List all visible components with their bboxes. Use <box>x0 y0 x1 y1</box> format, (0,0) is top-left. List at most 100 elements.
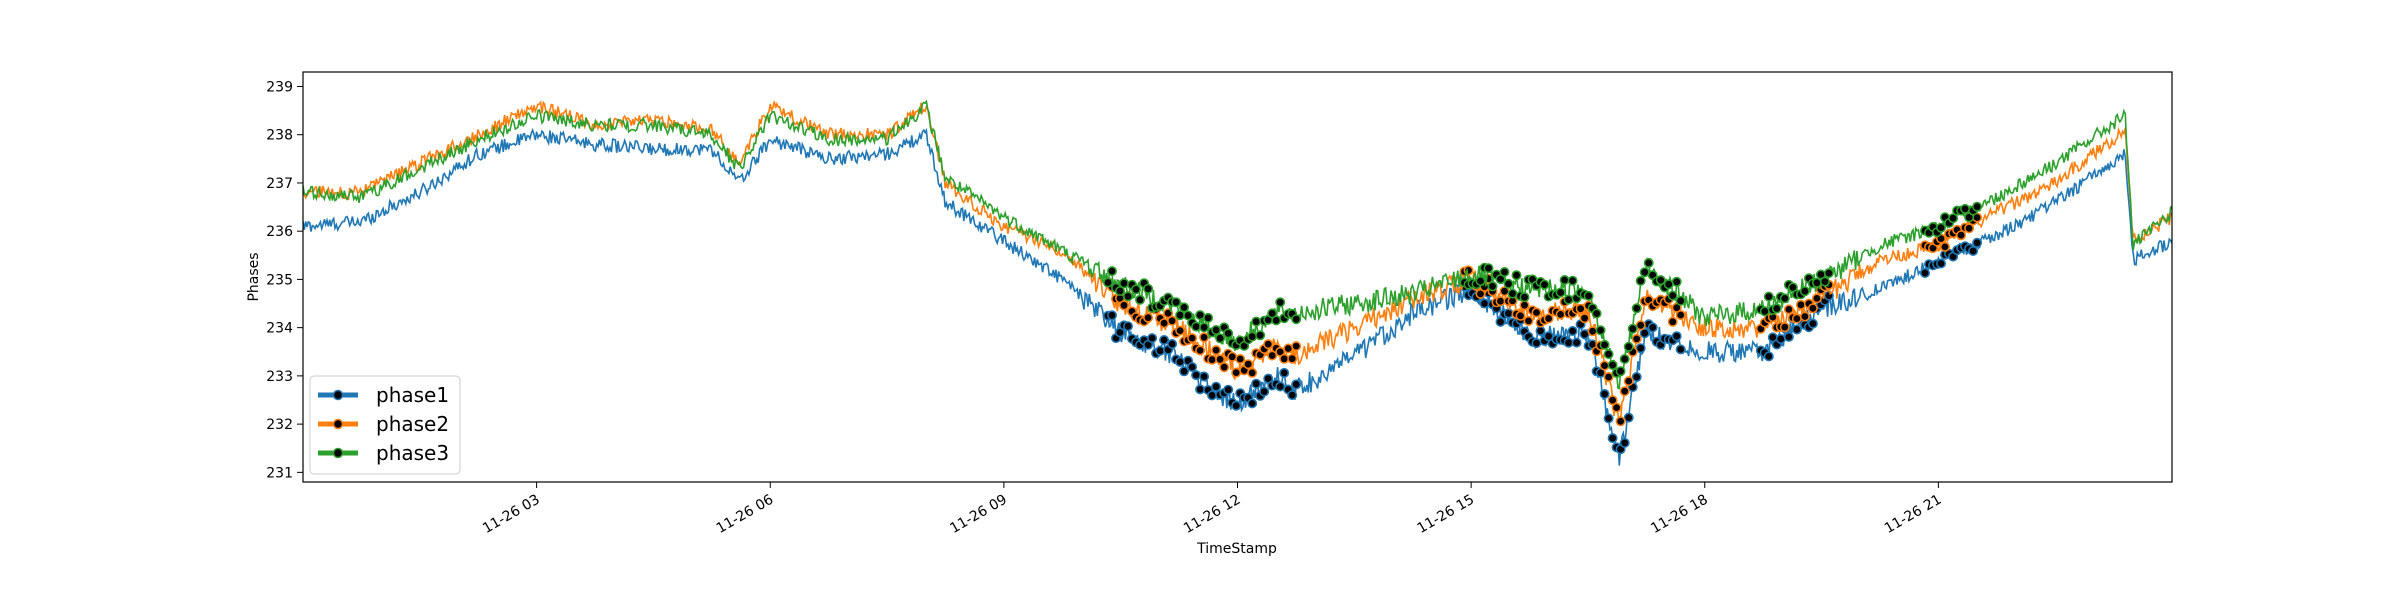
anomaly-marker <box>1271 315 1282 326</box>
anomaly-marker <box>1791 324 1802 335</box>
anomaly-marker <box>1579 313 1590 324</box>
anomaly-marker <box>1667 316 1678 327</box>
series-phase2 <box>303 100 2172 427</box>
anomaly-marker <box>1948 213 1959 224</box>
anomaly-marker <box>1495 316 1506 327</box>
y-tick-label: 239 <box>266 79 293 95</box>
anomaly-marker <box>1599 388 1610 399</box>
anomaly-marker <box>1195 310 1206 321</box>
y-tick-label: 232 <box>266 417 293 433</box>
anomaly-marker <box>1571 337 1582 348</box>
anomaly-marker <box>1543 313 1554 324</box>
y-tick-label: 233 <box>266 369 293 385</box>
y-tick-label: 231 <box>266 465 293 481</box>
anomaly-marker <box>1291 379 1302 390</box>
anomaly-marker <box>1211 381 1222 392</box>
anomaly-marker <box>1195 384 1206 395</box>
legend-box <box>309 375 461 475</box>
anomaly-marker <box>1487 281 1498 292</box>
anomaly-marker <box>1287 353 1298 364</box>
y-tick-label: 237 <box>266 176 293 192</box>
anomaly-marker <box>1251 378 1262 389</box>
anomaly-marker <box>1940 241 1951 252</box>
anomaly-marker <box>1631 303 1642 314</box>
anomaly-marker <box>1147 333 1158 344</box>
anomaly-marker <box>1503 308 1514 319</box>
anomaly-marker <box>1811 277 1822 288</box>
anomaly-marker <box>1123 321 1134 332</box>
anomaly-marker <box>1763 291 1774 302</box>
anomaly-marker <box>1799 286 1810 297</box>
anomaly-marker <box>1103 277 1114 288</box>
legend-marker-phase1 <box>332 389 344 401</box>
anomaly-marker <box>1599 360 1610 371</box>
anomaly-marker <box>1607 359 1618 370</box>
anomaly-marker <box>1595 325 1606 336</box>
anomaly-marker <box>1259 386 1270 397</box>
anomaly-marker <box>1511 270 1522 281</box>
anomaly-marker <box>1123 291 1134 302</box>
y-tick-label: 238 <box>266 128 293 144</box>
anomaly-marker <box>1503 278 1514 289</box>
anomaly-marker <box>1635 343 1646 354</box>
anomaly-marker <box>1275 297 1286 308</box>
anomaly-marker <box>1207 354 1218 365</box>
legend-label-phase3: phase3 <box>376 441 449 465</box>
anomaly-marker <box>1655 275 1666 286</box>
x-axis-label: TimeStamp <box>1196 541 1277 557</box>
anomaly-marker <box>1623 376 1634 387</box>
anomaly-marker <box>1167 338 1178 349</box>
anomaly-marker <box>1563 337 1574 348</box>
anomaly-marker <box>1131 284 1142 295</box>
anomaly-marker <box>1603 413 1614 424</box>
anomaly-marker <box>1811 293 1822 304</box>
anomaly-marker <box>1671 331 1682 342</box>
anomaly-marker <box>1643 257 1654 268</box>
anomaly-marker <box>1615 416 1626 427</box>
anomaly-marker <box>1155 345 1166 356</box>
anomaly-marker <box>1167 315 1178 326</box>
anomaly-marker <box>1675 309 1686 320</box>
anomaly-marker <box>1251 316 1262 327</box>
anomaly-marker <box>1175 325 1186 336</box>
legend: phase1 phase2 phase3 <box>309 375 461 475</box>
anomaly-marker <box>1647 322 1658 333</box>
anomaly-marker <box>1179 302 1190 313</box>
series-phase3 <box>303 99 2172 390</box>
anomaly-marker <box>1603 349 1614 360</box>
anomaly-marker <box>1623 341 1634 352</box>
anomaly-marker <box>1187 361 1198 372</box>
anomaly-marker <box>1143 312 1154 323</box>
anomaly-marker <box>1291 314 1302 325</box>
anomaly-marker <box>1171 297 1182 308</box>
anomaly-marker <box>1603 371 1614 382</box>
anomaly-marker <box>1227 351 1238 362</box>
anomaly-marker <box>1671 276 1682 287</box>
y-tick-label: 235 <box>266 272 293 288</box>
anomaly-marker <box>1539 279 1550 290</box>
anomaly-marker <box>1964 223 1975 234</box>
anomaly-marker <box>1255 330 1266 341</box>
legend-label-phase2: phase2 <box>376 412 449 436</box>
anomaly-marker <box>1623 412 1634 423</box>
anomaly-marker <box>1611 402 1622 413</box>
anomaly-marker <box>1631 371 1642 382</box>
anomaly-marker <box>1187 333 1198 344</box>
anomaly-marker <box>1675 295 1686 306</box>
y-axis: 231 232 233 234 235 236 237 238 239 <box>266 79 303 481</box>
anomaly-marker <box>1223 328 1234 339</box>
anomaly-marker <box>1179 366 1190 377</box>
anomaly-marker <box>1639 328 1650 339</box>
anomaly-marker <box>1807 303 1818 314</box>
anomaly-marker <box>1591 308 1602 319</box>
anomaly-marker <box>1783 331 1794 342</box>
anomaly-marker <box>1823 268 1834 279</box>
anomaly-marker <box>1619 437 1630 448</box>
anomaly-marker <box>1479 298 1490 309</box>
anomaly-marker <box>1968 246 1979 257</box>
anomaly-marker <box>1483 263 1494 274</box>
anomaly-marker <box>1555 309 1566 320</box>
anomaly-marker <box>1175 356 1186 367</box>
